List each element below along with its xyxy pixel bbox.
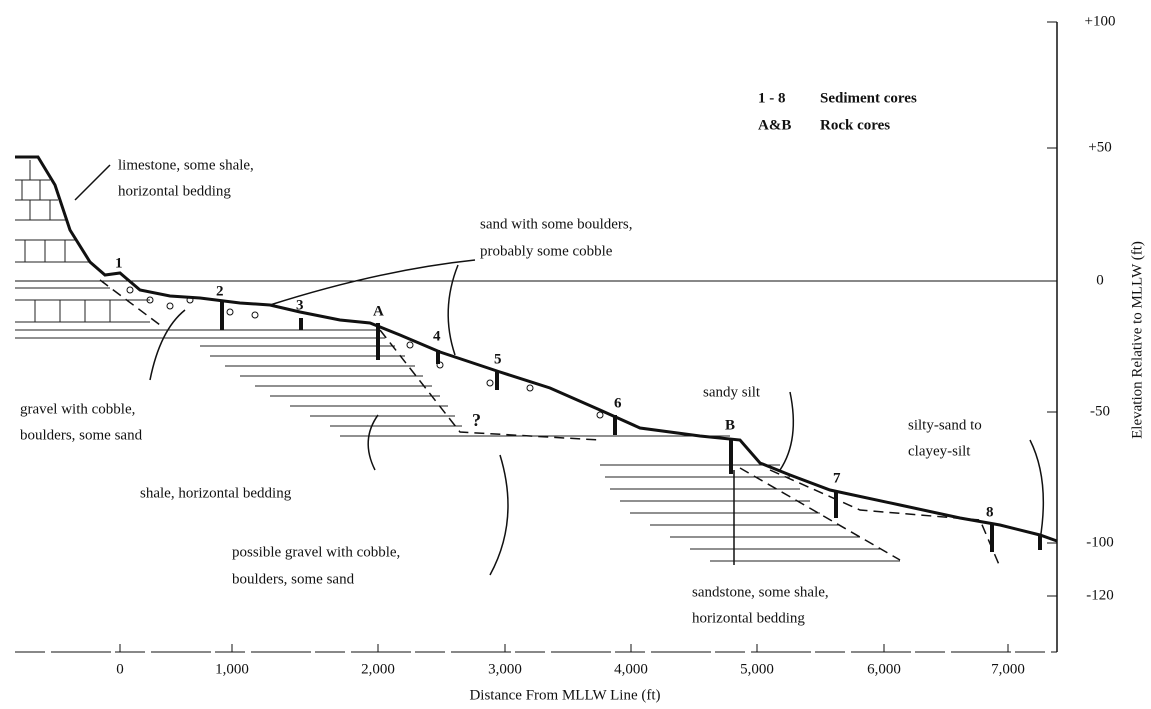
legend-text: Sediment cores xyxy=(820,90,917,106)
annotation: possible gravel with cobble, xyxy=(232,544,400,560)
core-label: B xyxy=(725,417,735,433)
y-tick-label: -50 xyxy=(1090,403,1110,419)
gravel xyxy=(126,286,604,419)
x-tick-label: 7,000 xyxy=(991,661,1025,677)
annotation: horizontal bedding xyxy=(118,183,231,199)
annotation: horizontal bedding xyxy=(692,610,805,626)
core-label: 1 xyxy=(115,255,123,271)
annotation: boulders, some sand xyxy=(232,571,355,587)
core-label: A xyxy=(373,303,384,319)
y-tick-label: -120 xyxy=(1086,587,1114,603)
cores xyxy=(220,300,1042,552)
core-label: 4 xyxy=(433,328,441,344)
limestone xyxy=(15,160,150,323)
annotation: limestone, some shale, xyxy=(118,157,254,173)
core-label: 2 xyxy=(216,283,224,299)
x-axis-title: Distance From MLLW Line (ft) xyxy=(469,687,660,703)
x-tick-label: 3,000 xyxy=(488,661,522,677)
annotation: shale, horizontal bedding xyxy=(140,485,292,501)
x-tick-label: 6,000 xyxy=(867,661,901,677)
legend-key: 1 - 8 xyxy=(758,90,786,106)
annotation: sandstone, some shale, xyxy=(692,584,829,600)
core-label: 5 xyxy=(494,351,502,367)
y-tick-label: +100 xyxy=(1085,13,1116,29)
annotation: clayey-silt xyxy=(908,443,971,459)
legend-text: Rock cores xyxy=(820,117,890,133)
contact-line xyxy=(99,279,1001,568)
x-tick-label: 4,000 xyxy=(614,661,648,677)
y-tick-label: 0 xyxy=(1096,272,1104,288)
ground-surface xyxy=(15,155,1058,543)
annotation: sand with some boulders, xyxy=(480,216,632,232)
arrows xyxy=(74,164,1045,576)
core-label: 6 xyxy=(614,395,622,411)
x-tick-label: 5,000 xyxy=(740,661,774,677)
annotation: probably some cobble xyxy=(480,243,613,259)
legend-key: A&B xyxy=(758,117,791,133)
core-label: 8 xyxy=(986,504,994,520)
question-mark: ? xyxy=(472,410,481,430)
annotation: silty-sand to xyxy=(908,417,982,433)
annotation: gravel with cobble, xyxy=(20,401,135,417)
core-label: 7 xyxy=(833,470,841,486)
core-label: 3 xyxy=(296,297,304,313)
annotation: sandy silt xyxy=(703,384,761,400)
y-tick-label: -100 xyxy=(1086,534,1114,550)
shale xyxy=(15,287,900,562)
y-tick-label: +50 xyxy=(1088,139,1111,155)
y-axis-title: Elevation Relative to MLLW (ft) xyxy=(1129,241,1145,439)
x-tick-label: 2,000 xyxy=(361,661,395,677)
x-tick-label: 1,000 xyxy=(215,661,249,677)
x-tick-label: 0 xyxy=(116,661,124,677)
annotation: boulders, some sand xyxy=(20,427,143,443)
